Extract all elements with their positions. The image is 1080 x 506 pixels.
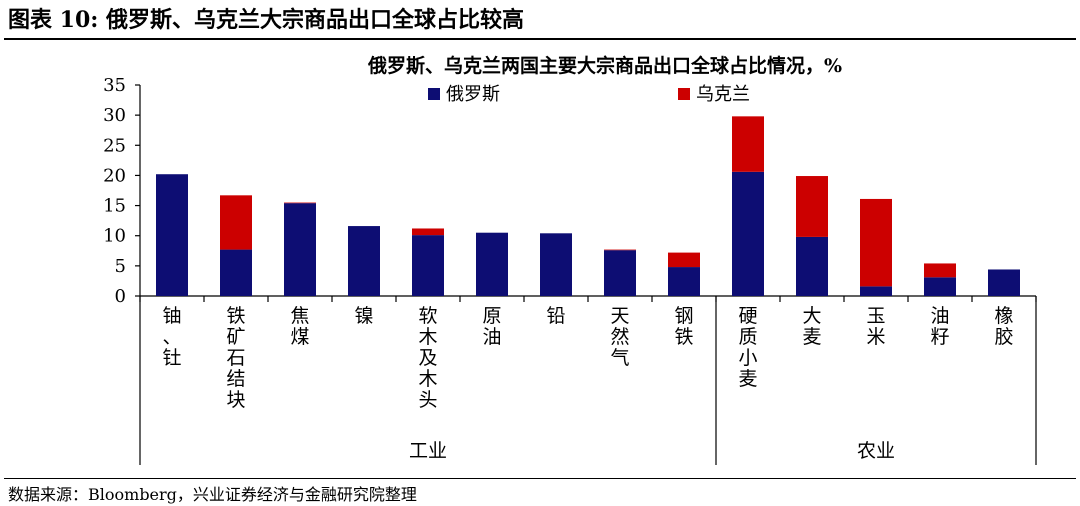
category-label: 天然气 [610,305,629,369]
category-label: 橡胶 [994,305,1013,348]
title-divider [4,38,1076,40]
category-label: 油籽 [930,305,949,348]
category-label: 玉米 [866,305,885,348]
legend-swatch-russia [428,88,440,100]
bar-russia [732,171,764,296]
bar-ukraine [220,195,252,250]
category-label: 钢铁 [674,305,693,348]
bar-russia [220,249,252,296]
bar-russia [284,203,316,296]
bar-ukraine [924,263,956,278]
bar-ukraine [412,228,444,236]
category-label: 原油 [482,305,501,348]
category-label: 焦煤 [290,305,309,348]
y-tick-label: 20 [103,165,126,186]
bar-russia [156,174,188,296]
category-labels: 工业 农业 铀、钍 铁矿石结块 焦煤 镍 软木及木头 原油 铅 天然气 钢铁 硬质小麦 大麦 玉米 油籽 橡胶 [162,305,1013,462]
bar-russia [668,267,700,296]
source-note: 数据来源：Bloomberg，兴业证券经济与金融研究院整理 [8,485,417,504]
bar-russia [924,277,956,296]
category-label: 硬质小麦 [738,305,757,390]
bar-russia [540,233,572,296]
footer-divider [4,478,1076,479]
bar-russia [988,269,1020,296]
bar-ukraine [284,202,316,204]
bars [156,116,1020,296]
category-label: 铅 [546,305,565,327]
y-tick-label: 0 [115,286,126,307]
group-label: 农业 [857,440,895,462]
bar-ukraine [860,198,892,287]
legend-swatch-ukraine [678,88,690,100]
y-tick-label: 25 [103,135,126,156]
y-tick-label: 35 [103,75,126,96]
bar-ukraine [668,252,700,268]
bar-russia [476,232,508,296]
y-tick-label: 5 [115,256,126,277]
legend-label-russia: 俄罗斯 [446,84,500,105]
group-label: 工业 [409,440,447,462]
bar-russia [348,226,380,296]
stacked-bar-chart: 俄罗斯、乌克兰两国主要大宗商品出口全球占比情况，% 俄罗斯 乌克兰 0 5 10 15… [103,54,1037,465]
legend-label-ukraine: 乌克兰 [696,84,750,105]
bar-russia [796,236,828,296]
bar-ukraine [796,176,828,237]
bar-ukraine [604,249,636,251]
figure-title: 图表 10: 俄罗斯、乌克兰大宗商品出口全球占比较高 [8,7,525,33]
y-tick-label: 30 [103,105,126,126]
category-label: 铁矿石结块 [226,305,245,411]
bar-russia [860,286,892,296]
legend: 俄罗斯 乌克兰 [428,84,750,105]
y-tick-label: 15 [103,196,126,217]
chart-title: 俄罗斯、乌克兰两国主要大宗商品出口全球占比情况，% [367,54,842,77]
y-tick-label: 10 [103,226,126,247]
bar-russia [604,250,636,296]
bar-ukraine [732,116,764,172]
category-label: 铀、钍 [162,305,181,369]
category-label: 软木及木头 [418,305,437,411]
category-label: 镍 [354,305,373,327]
bar-russia [412,235,444,296]
category-label: 大麦 [802,305,821,348]
